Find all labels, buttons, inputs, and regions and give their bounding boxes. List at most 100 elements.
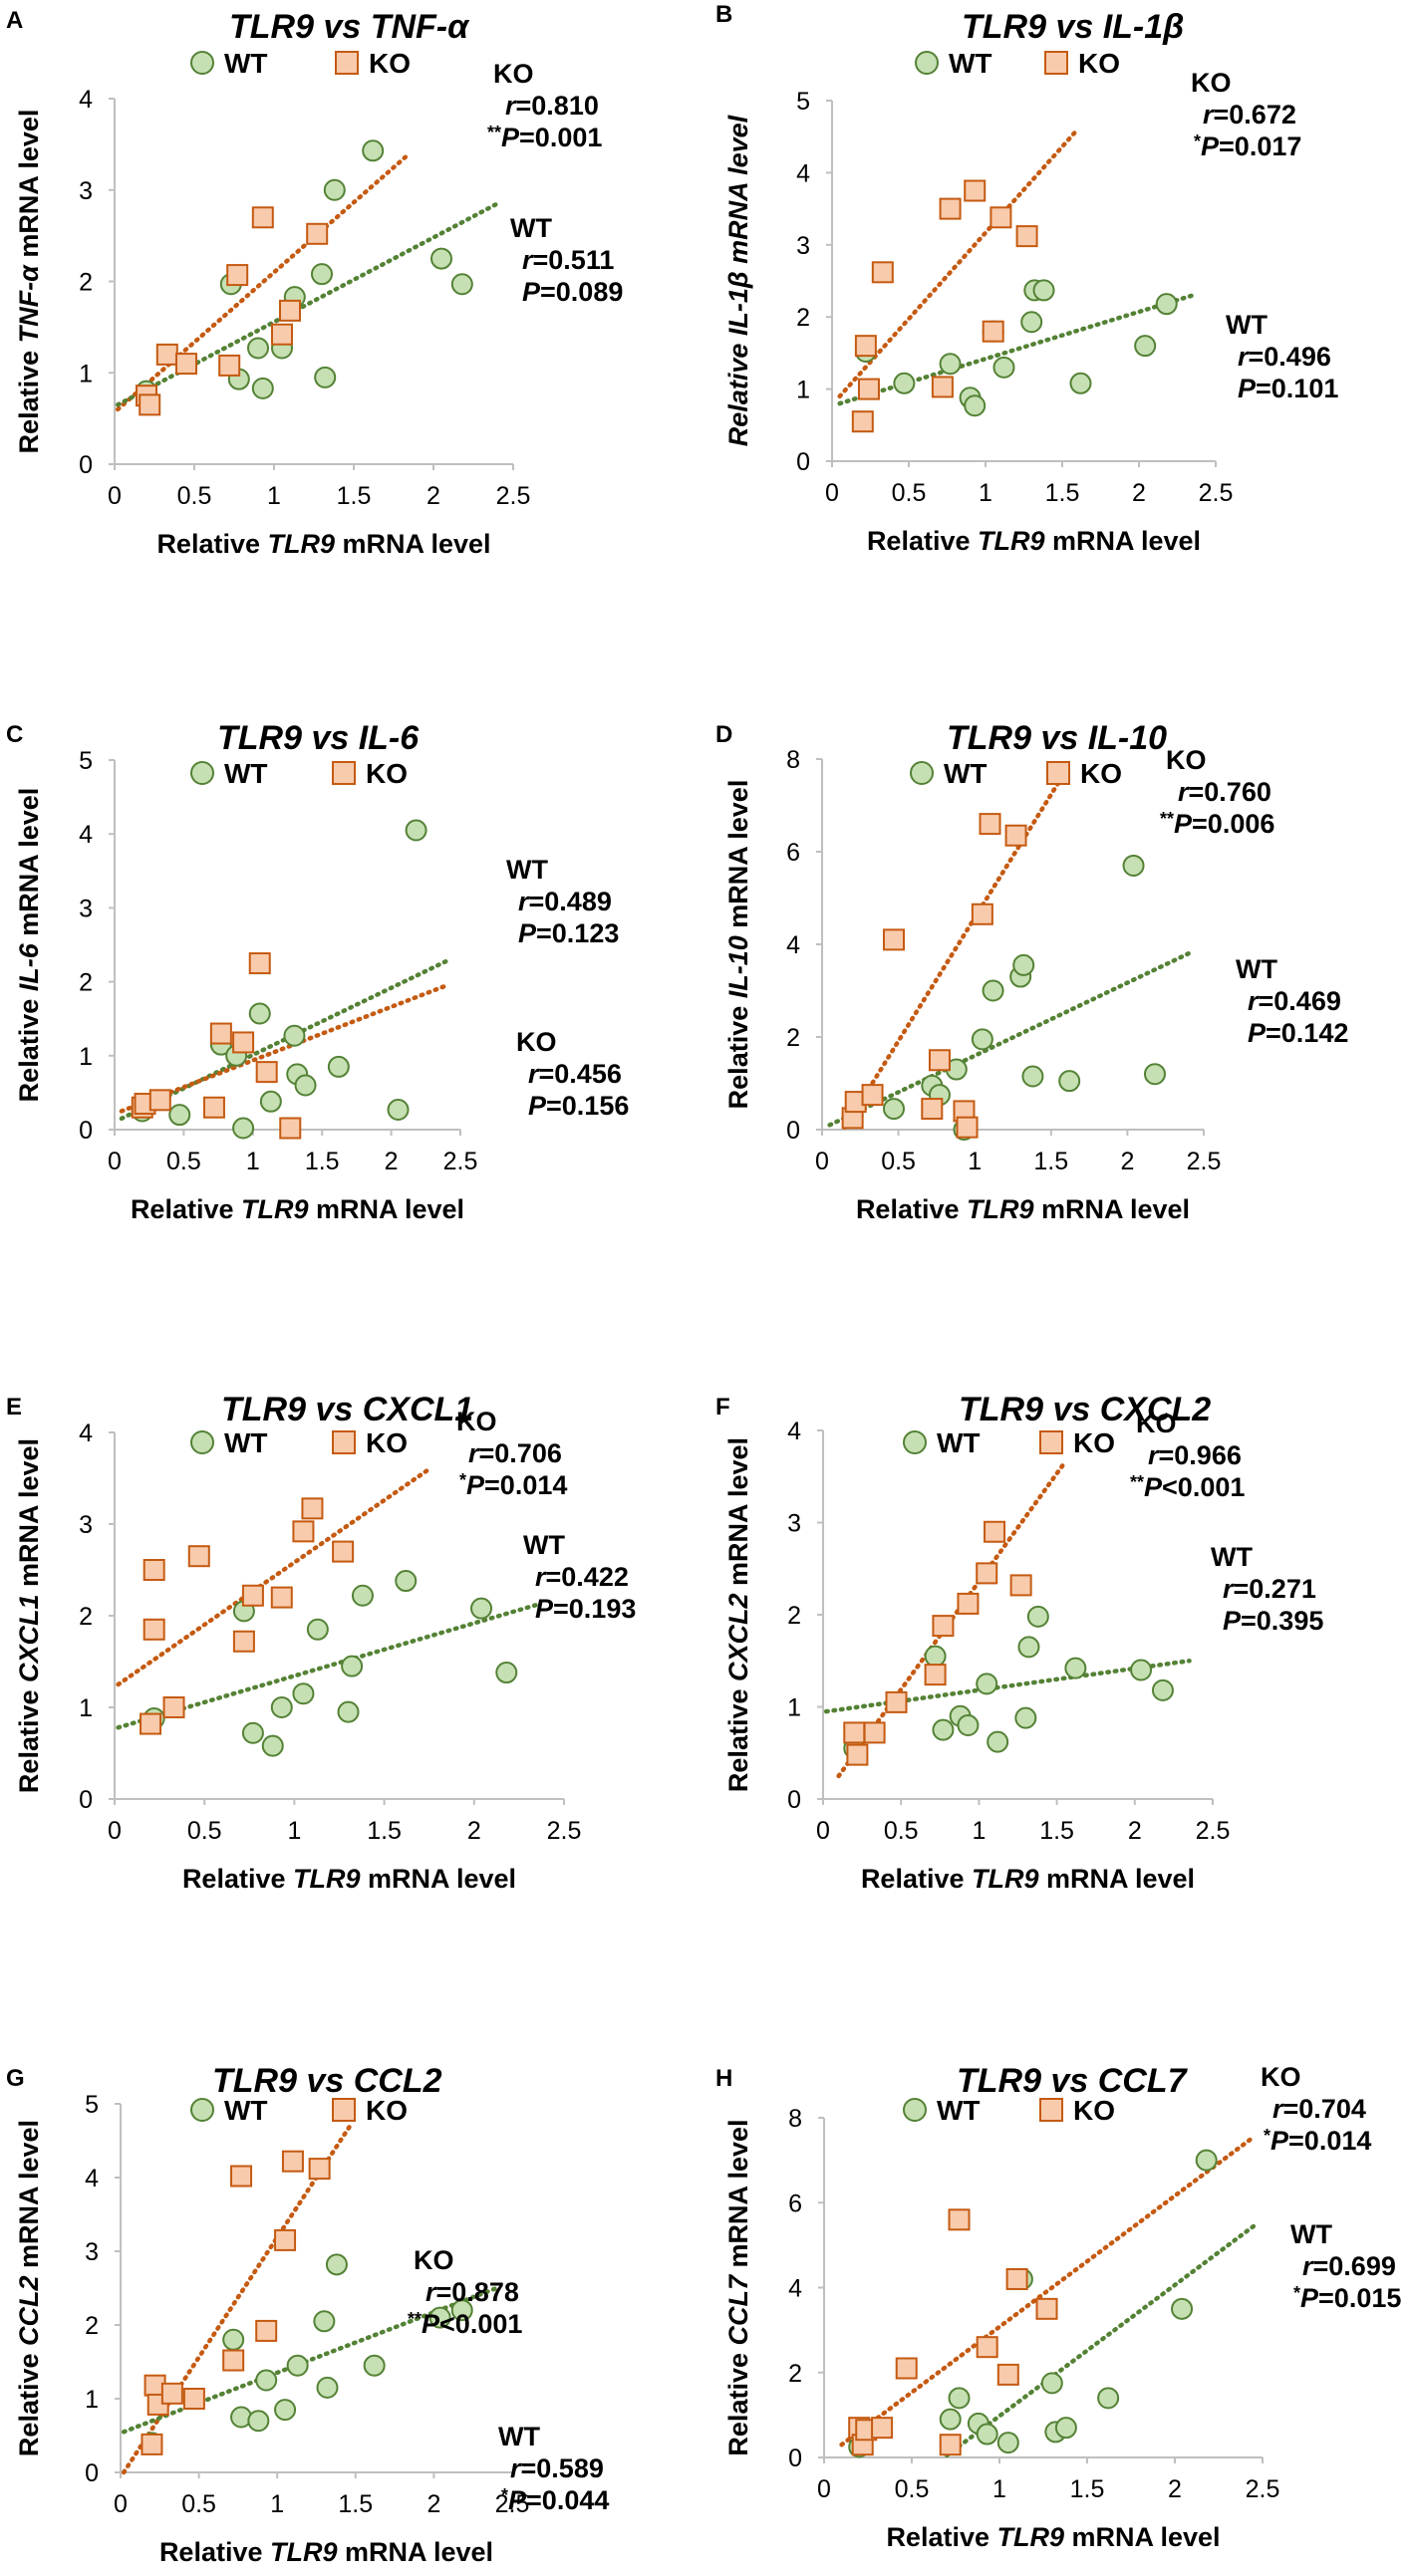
significance-stars: **	[1130, 1472, 1144, 1492]
x-tick-label: 2	[1128, 1817, 1142, 1845]
r-value: =0.271	[1234, 1574, 1316, 1604]
annotation-group: KO	[456, 1407, 497, 1436]
xlabel-part: TLR9	[270, 2537, 338, 2567]
wt-point	[247, 2410, 270, 2433]
trendline-ko	[119, 983, 449, 1114]
y-tick-label: 5	[79, 747, 93, 775]
r-symbol: r	[1203, 100, 1215, 129]
x-axis-label: Relative TLR9 mRNA level	[131, 1194, 464, 1224]
x-tick-label: 0	[114, 2490, 128, 2518]
title-part: vs	[1031, 719, 1088, 757]
ko-point	[996, 2363, 1019, 2386]
x-axis-label: Relative TLR9 mRNA level	[861, 1864, 1195, 1894]
chart-title: TLR9 vs CXCL2	[959, 1391, 1211, 1428]
y-tick-label: 4	[788, 2275, 802, 2303]
y-tick-label: 4	[85, 2165, 99, 2192]
wt-point	[1032, 279, 1055, 302]
wt-point	[987, 1730, 1009, 1753]
wt-point	[337, 1700, 360, 1723]
p-symbol: P	[535, 1594, 554, 1624]
ko-point	[854, 335, 877, 358]
ko-point	[956, 1116, 979, 1139]
wt-point	[270, 1696, 293, 1718]
ko-point	[162, 1696, 185, 1718]
ko-point	[971, 902, 993, 925]
y-axis-label: Relative CCL2 mRNA level	[14, 2120, 44, 2456]
annotation-r: r=0.422	[535, 1562, 629, 1592]
y-tick-label: 0	[786, 1117, 800, 1145]
y-tick-label: 1	[85, 2386, 99, 2414]
x-axis-label: Relative TLR9 mRNA level	[856, 1194, 1190, 1224]
ko-point	[251, 206, 274, 229]
title-part: CXCL1	[363, 1391, 473, 1428]
ko-point	[1004, 824, 1027, 847]
wt-point	[1054, 2417, 1077, 2440]
title-part: CCL2	[354, 2062, 442, 2100]
ylabel-part: Relative	[723, 1681, 753, 1792]
y-tick-label: 6	[786, 839, 800, 867]
y-axis-label: Relative IL-1β mRNA level	[723, 115, 753, 446]
r-value: =0.456	[539, 1059, 622, 1089]
significance-stars: *	[501, 2485, 508, 2505]
ylabel-part: Relative	[14, 991, 44, 1102]
y-tick-label: 0	[788, 2445, 802, 2472]
ylabel-part: mRNA level	[723, 115, 753, 271]
ko-point	[957, 1592, 980, 1615]
ko-point	[271, 323, 293, 346]
annotation-group: WT	[506, 855, 548, 885]
xlabel-part: Relative	[182, 1864, 293, 1894]
p-value: =0.193	[553, 1594, 636, 1624]
y-tick-label: 3	[79, 177, 93, 205]
xlabel-part: Relative	[156, 529, 267, 559]
y-axis-label: Relative IL-6 mRNA level	[14, 788, 44, 1103]
x-tick-label: 1.5	[338, 2490, 373, 2518]
r-value: =0.878	[436, 2277, 519, 2307]
panel-d: D TLR9 vs IL-10 0 2 4 6 8 0 0.5 1 1.5 2 2.5 Relative …	[715, 719, 1348, 1224]
annotation-p: P=0.156	[528, 1091, 629, 1121]
legend-wt-label: WT	[937, 1427, 981, 1458]
legend-ko-label: KO	[366, 2095, 408, 2126]
y-tick-label: 2	[787, 1602, 801, 1630]
ko-point	[182, 2388, 205, 2410]
ylabel-part: mRNA level	[723, 2119, 753, 2275]
legend-ko-label: KO	[366, 1427, 408, 1458]
wt-point	[1151, 1678, 1174, 1701]
ko-point	[274, 2228, 297, 2251]
x-tick-label: 2	[385, 1148, 399, 1175]
p-value: =0.142	[1266, 1018, 1348, 1048]
title-part: CXCL2	[1100, 1391, 1212, 1428]
x-tick-label: 2.5	[1199, 479, 1234, 507]
wt-point	[1130, 1659, 1153, 1681]
p-value: <0.001	[1162, 1472, 1245, 1502]
annotation-group: WT	[1290, 2219, 1332, 2249]
y-axis-label: Relative CXCL1 mRNA level	[14, 1438, 44, 1793]
wt-point	[255, 2369, 278, 2392]
annotation-p: P=0.123	[518, 918, 619, 948]
ylabel-part: TNF-α	[14, 264, 44, 343]
y-tick-label: 1	[79, 1694, 93, 1722]
r-symbol: r	[1148, 1440, 1160, 1470]
trendline-wt	[119, 958, 449, 1122]
r-value: =0.760	[1189, 777, 1272, 807]
x-tick-label: 1	[979, 479, 992, 507]
ko-point	[928, 1049, 951, 1072]
legend-ko-marker	[332, 1430, 356, 1454]
wt-point	[996, 2432, 1019, 2454]
legend-ko-label: KO	[369, 48, 411, 79]
panel-c: C TLR9 vs IL-6 0 1 2 3 4 5 0 0.5 1 1.5 2 2.5 Relative …	[6, 719, 629, 1224]
trendline-ko	[116, 1466, 431, 1687]
r-value: =0.810	[516, 91, 599, 121]
legend-ko-marker	[1046, 761, 1070, 785]
x-tick-label: 1	[968, 1148, 982, 1175]
legend-wt-label: WT	[937, 2095, 981, 2126]
x-tick-label: 2	[467, 1817, 481, 1845]
wt-point	[932, 1718, 955, 1741]
annotation-p: P=0.193	[535, 1594, 636, 1624]
xlabel-part: TLR9	[293, 1864, 361, 1894]
legend-wt-marker	[903, 2098, 927, 2122]
ko-point	[142, 1559, 165, 1581]
panel-letter: H	[715, 2065, 732, 2092]
legend-wt-label: WT	[224, 48, 268, 79]
annotation-group: WT	[1236, 954, 1277, 984]
